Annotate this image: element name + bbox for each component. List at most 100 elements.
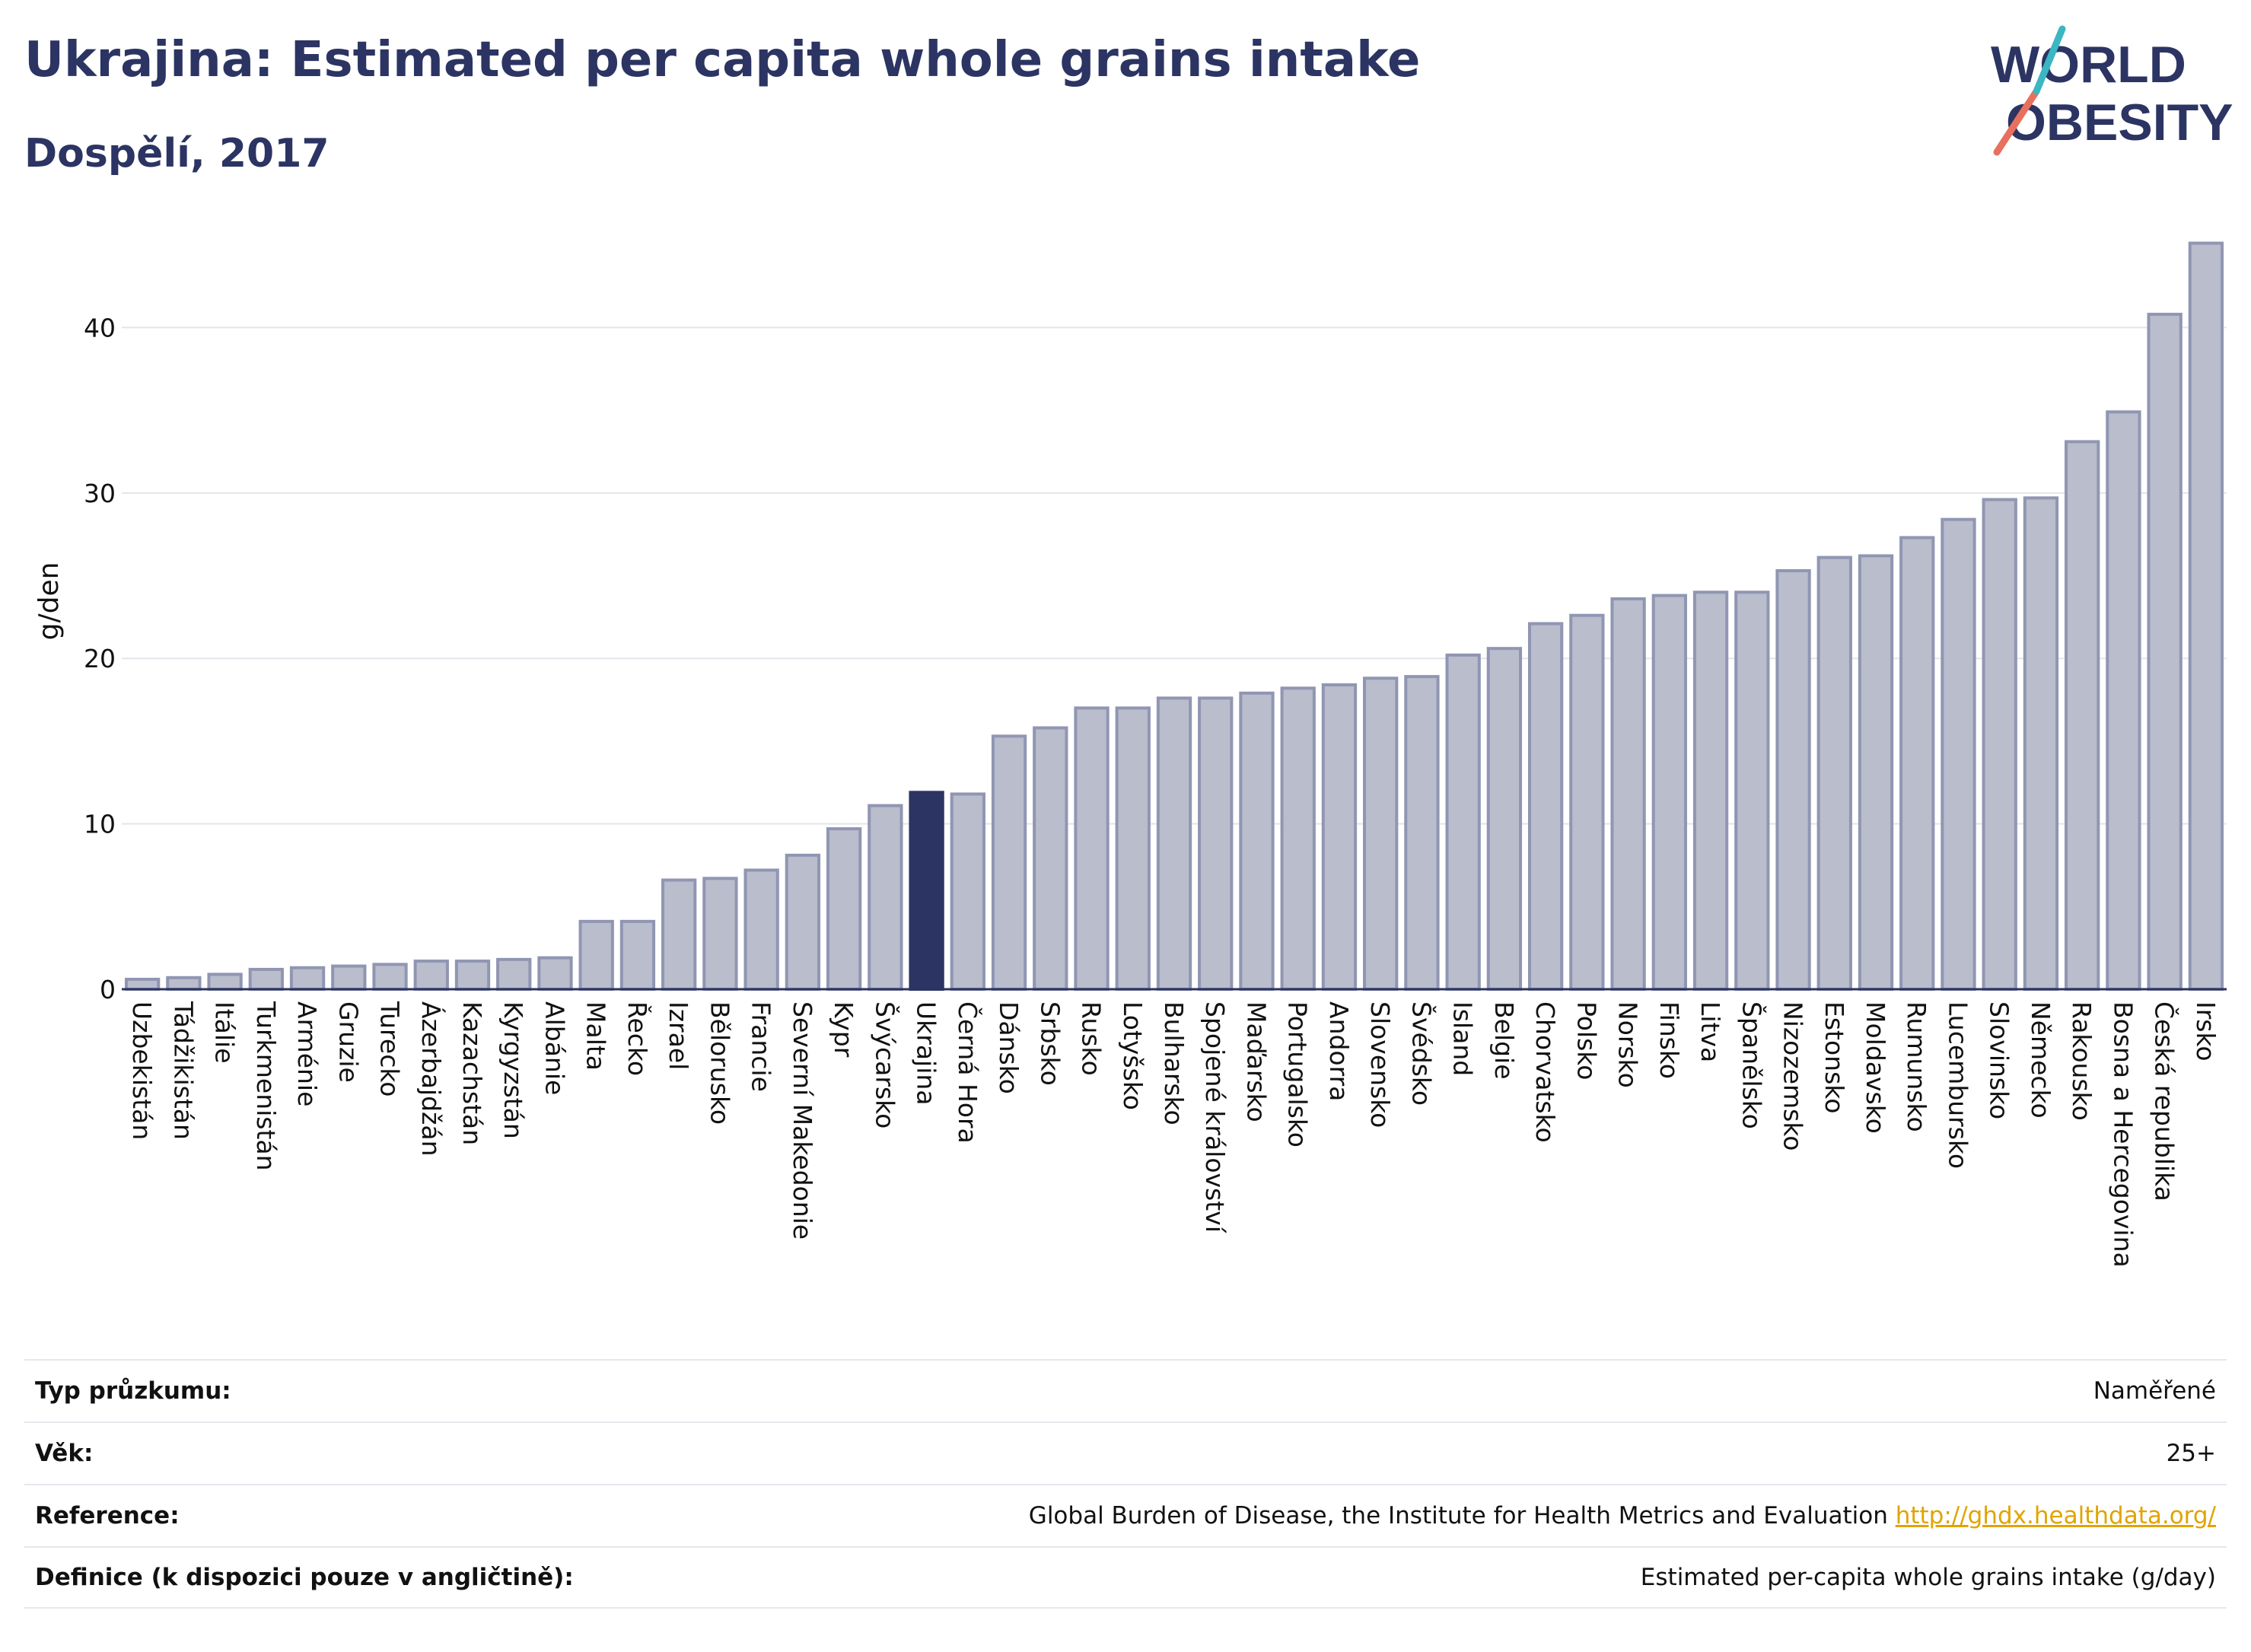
bar-litva[interactable] <box>1692 590 1729 991</box>
bar-maďarsko[interactable] <box>1239 691 1275 991</box>
y-tick-label: 20 <box>84 644 116 673</box>
bar-řecko[interactable] <box>619 919 656 991</box>
bar-francie[interactable] <box>743 868 779 992</box>
bar-uzbekistán[interactable] <box>124 977 161 992</box>
bar-bělorusko[interactable] <box>702 877 738 991</box>
metadata-value: Estimated per-capita whole grains intake… <box>1640 1564 2216 1591</box>
metadata-row: Definice (k dispozici pouze v angličtině… <box>24 1546 2227 1609</box>
metadata-label: Reference: <box>35 1502 180 1529</box>
metadata-row: Reference: Global Burden of Disease, the … <box>24 1484 2227 1546</box>
x-tick-label: Česká republika <box>2150 1001 2180 1202</box>
bar-lucembursko[interactable] <box>1941 517 1976 991</box>
bar-estonsko[interactable] <box>1816 555 1852 991</box>
bar-rumunsko[interactable] <box>1899 536 1935 991</box>
bar-itálie[interactable] <box>207 972 243 992</box>
svg-text:OBESITY: OBESITY <box>2006 94 2233 151</box>
chart-subtitle: Dospělí, 2017 <box>24 131 330 177</box>
x-tick-label: Ázerbajdžán <box>416 1001 447 1157</box>
bar-portugalsko[interactable] <box>1280 686 1316 991</box>
bar-lotyšsko[interactable] <box>1115 706 1151 991</box>
bar-ázerbajdžán[interactable] <box>413 960 449 991</box>
bar-albánie[interactable] <box>537 956 573 992</box>
world-obesity-logo: WORLD OBESITY <box>1991 25 2233 156</box>
x-tick-label: Rakousko <box>2067 1001 2097 1121</box>
bar-finsko[interactable] <box>1651 594 1687 991</box>
bar-dánsko[interactable] <box>991 734 1027 991</box>
bar-slovensko[interactable] <box>1363 676 1399 991</box>
bar-rakousko[interactable] <box>2065 440 2100 991</box>
bar-chorvatsko[interactable] <box>1527 622 1564 992</box>
bar-bulharsko[interactable] <box>1156 696 1192 991</box>
reference-link[interactable]: http://ghdx.healthdata.org/ <box>1895 1502 2216 1529</box>
metadata-label: Typ průzkumu: <box>35 1377 231 1405</box>
bar-tádžikistán[interactable] <box>166 976 202 991</box>
bar-gruzie[interactable] <box>331 964 367 991</box>
bar-česká-republika[interactable] <box>2147 313 2183 992</box>
x-tick-label: Bělorusko <box>705 1001 734 1125</box>
x-tick-label: Finsko <box>1654 1001 1684 1079</box>
bar-belgie[interactable] <box>1486 647 1523 991</box>
x-tick-label: Turkmenistán <box>251 1001 281 1171</box>
bar-turkmenistán[interactable] <box>248 967 284 992</box>
y-tick-label: 30 <box>84 479 116 508</box>
bar-spojené-království[interactable] <box>1198 696 1234 991</box>
x-tick-label: Kypr <box>829 1001 858 1058</box>
x-tick-label: Malta <box>581 1001 611 1071</box>
bar-kazachstán[interactable] <box>454 960 491 991</box>
x-tick-label: Řecko <box>622 1001 653 1076</box>
x-tick-label: Nizozemsko <box>1778 1001 1808 1151</box>
metadata-value: 25+ <box>2166 1440 2216 1467</box>
metadata-table: Typ průzkumu: Naměřené Věk: 25+ Reference: Gl… <box>24 1359 2227 1609</box>
x-tick-label: Belgie <box>1489 1001 1519 1080</box>
chart-title: Ukrajina: Estimated per capita whole gra… <box>24 32 1421 88</box>
bar-severní-makedonie[interactable] <box>785 853 821 992</box>
bar-irsko[interactable] <box>2188 241 2224 991</box>
x-tick-label: Slovensko <box>1365 1001 1395 1128</box>
bar-andorra[interactable] <box>1321 683 1358 991</box>
bar-ukrajina[interactable] <box>909 791 944 991</box>
x-tick-label: Kazachstán <box>457 1001 487 1145</box>
bar-kyrgyzstán[interactable] <box>496 957 532 991</box>
x-tick-label: Albánie <box>540 1001 569 1095</box>
bars <box>124 241 2224 992</box>
bar-rusko[interactable] <box>1074 706 1110 991</box>
x-axis-labels: Uzbekistán Tádžikistán Itálie Turkmenistán A… <box>127 1001 2221 1268</box>
x-tick-label: Irsko <box>2191 1001 2221 1062</box>
y-tick-label: 40 <box>84 313 116 342</box>
x-tick-label: Spojené království <box>1200 1001 1230 1234</box>
x-tick-label: Polsko <box>1571 1001 1601 1080</box>
bar-arménie[interactable] <box>289 966 326 992</box>
bar-německo[interactable] <box>2023 496 2059 991</box>
x-tick-label: Moldavsko <box>1861 1001 1890 1134</box>
x-tick-label: Dánsko <box>994 1001 1024 1094</box>
bar-moldavsko[interactable] <box>1858 554 1894 991</box>
bar-nizozemsko[interactable] <box>1775 569 1811 991</box>
x-tick-label: Španělsko <box>1737 1001 1767 1129</box>
bar-turecko[interactable] <box>372 963 408 992</box>
bar-polsko[interactable] <box>1569 613 1605 992</box>
x-tick-label: Maďarsko <box>1241 1001 1271 1122</box>
bar-černá-hora[interactable] <box>950 792 985 991</box>
bar-bosna-a-hercegovina[interactable] <box>2106 410 2141 991</box>
x-tick-label: Litva <box>1695 1001 1725 1062</box>
x-tick-label: Turecko <box>375 1001 405 1097</box>
x-tick-label: Bulharsko <box>1159 1001 1189 1125</box>
bar-kypr[interactable] <box>826 827 862 992</box>
x-tick-label: Bosna a Hercegovina <box>2108 1001 2138 1268</box>
x-tick-label: Norsko <box>1613 1001 1643 1088</box>
x-tick-label: Severní Makedonie <box>788 1001 817 1240</box>
bar-izrael[interactable] <box>661 878 697 991</box>
bar-švýcarsko[interactable] <box>868 804 903 992</box>
x-tick-label: Černá Hora <box>953 1001 983 1144</box>
metadata-row: Typ průzkumu: Naměřené <box>24 1359 2227 1421</box>
x-tick-label: Itálie <box>210 1001 240 1064</box>
bar-slovinsko[interactable] <box>1982 498 2017 991</box>
bar-malta[interactable] <box>578 919 614 991</box>
bar-španělsko[interactable] <box>1734 590 1770 991</box>
bar-švédsko[interactable] <box>1404 675 1440 991</box>
bar-srbsko[interactable] <box>1033 726 1068 991</box>
bar-norsko[interactable] <box>1610 597 1646 991</box>
bar-island[interactable] <box>1445 653 1481 991</box>
metadata-label: Definice (k dispozici pouze v angličtině… <box>35 1564 574 1591</box>
x-tick-label: Andorra <box>1324 1001 1354 1101</box>
